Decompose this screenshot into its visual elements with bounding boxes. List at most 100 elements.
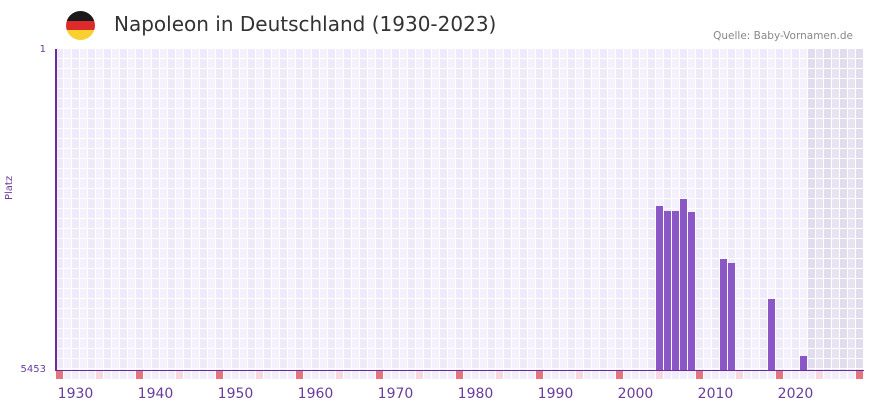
grid-cell bbox=[632, 309, 639, 318]
grid-cell bbox=[160, 339, 167, 348]
grid-cell bbox=[176, 59, 183, 68]
grid-cell bbox=[152, 239, 159, 248]
grid-cell bbox=[368, 109, 375, 118]
grid-cell bbox=[192, 89, 199, 98]
grid-cell bbox=[224, 339, 231, 348]
bar-2021[interactable] bbox=[800, 355, 807, 370]
grid-cell bbox=[304, 159, 311, 168]
grid-cell bbox=[376, 99, 383, 108]
grid-cell bbox=[496, 129, 503, 138]
grid-cell bbox=[632, 279, 639, 288]
grid-cell bbox=[288, 149, 295, 158]
grid-cell bbox=[720, 159, 727, 168]
grid-cell bbox=[392, 329, 399, 338]
grid-cell bbox=[648, 99, 655, 108]
grid-cell bbox=[328, 139, 335, 148]
grid-cell bbox=[824, 149, 831, 158]
grid-cell bbox=[392, 179, 399, 188]
grid-cell bbox=[424, 139, 431, 148]
grid-cell bbox=[264, 119, 271, 128]
grid-cell bbox=[496, 69, 503, 78]
grid-cell bbox=[280, 219, 287, 228]
grid-cell bbox=[848, 319, 855, 328]
grid-cell bbox=[776, 99, 783, 108]
bar-2003[interactable] bbox=[656, 205, 663, 370]
grid-cell bbox=[704, 79, 711, 88]
grid-cell bbox=[736, 79, 743, 88]
grid-cell bbox=[528, 349, 535, 358]
grid-cell bbox=[168, 329, 175, 338]
grid-cell bbox=[576, 99, 583, 108]
grid-cell bbox=[64, 199, 71, 208]
grid-cell bbox=[504, 109, 511, 118]
grid-cell bbox=[232, 69, 239, 78]
grid-cell bbox=[576, 129, 583, 138]
grid-cell bbox=[488, 129, 495, 138]
bar-2011[interactable] bbox=[720, 258, 727, 370]
grid-cell bbox=[320, 249, 327, 258]
grid-cell bbox=[344, 199, 351, 208]
grid-cell bbox=[352, 99, 359, 108]
grid-cell bbox=[264, 349, 271, 358]
grid-cell bbox=[848, 69, 855, 78]
grid-cell bbox=[552, 319, 559, 328]
grid-cell bbox=[392, 289, 399, 298]
grid-cell bbox=[264, 229, 271, 238]
grid-cell bbox=[144, 69, 151, 78]
grid-cell bbox=[640, 269, 647, 278]
grid-cell bbox=[376, 119, 383, 128]
grid-cell bbox=[56, 59, 63, 68]
grid-cell bbox=[736, 319, 743, 328]
grid-cell bbox=[264, 219, 271, 228]
grid-cell bbox=[120, 339, 127, 348]
grid-cell bbox=[112, 299, 119, 308]
grid-cell bbox=[128, 249, 135, 258]
grid-cell bbox=[168, 259, 175, 268]
grid-cell bbox=[120, 69, 127, 78]
grid-cell bbox=[376, 59, 383, 68]
grid-cell bbox=[96, 339, 103, 348]
year-marker bbox=[328, 371, 335, 379]
grid-cell bbox=[408, 199, 415, 208]
bar-2005[interactable] bbox=[672, 210, 679, 370]
grid-cell bbox=[792, 269, 799, 278]
grid-cell bbox=[688, 189, 695, 198]
grid-cell bbox=[816, 79, 823, 88]
grid-cell bbox=[584, 299, 591, 308]
grid-cell bbox=[656, 129, 663, 138]
grid-cell bbox=[112, 109, 119, 118]
grid-cell bbox=[824, 189, 831, 198]
grid-cell bbox=[240, 139, 247, 148]
grid-cell bbox=[552, 219, 559, 228]
grid-cell bbox=[528, 59, 535, 68]
grid-cell bbox=[736, 129, 743, 138]
grid-cell bbox=[96, 139, 103, 148]
grid-cell bbox=[704, 109, 711, 118]
grid-cell bbox=[488, 69, 495, 78]
grid-cell bbox=[56, 99, 63, 108]
bar-2006[interactable] bbox=[680, 198, 687, 370]
grid-cell bbox=[392, 49, 399, 58]
grid-cell bbox=[136, 339, 143, 348]
grid-cell bbox=[192, 289, 199, 298]
grid-cell bbox=[344, 149, 351, 158]
grid-cell bbox=[664, 119, 671, 128]
grid-cell bbox=[176, 239, 183, 248]
grid-cell bbox=[704, 189, 711, 198]
grid-cell bbox=[672, 119, 679, 128]
bar-2004[interactable] bbox=[664, 210, 671, 370]
grid-cell bbox=[160, 289, 167, 298]
year-marker bbox=[344, 371, 351, 379]
grid-cell bbox=[464, 289, 471, 298]
grid-cell bbox=[200, 289, 207, 298]
bar-2007[interactable] bbox=[688, 211, 695, 370]
bar-2012[interactable] bbox=[728, 262, 735, 370]
grid-cell bbox=[296, 199, 303, 208]
bar-2017[interactable] bbox=[768, 298, 775, 370]
grid-cell bbox=[240, 309, 247, 318]
grid-cell bbox=[576, 89, 583, 98]
grid-cell bbox=[616, 319, 623, 328]
grid-cell bbox=[264, 69, 271, 78]
year-marker bbox=[72, 371, 79, 379]
grid-cell bbox=[696, 299, 703, 308]
